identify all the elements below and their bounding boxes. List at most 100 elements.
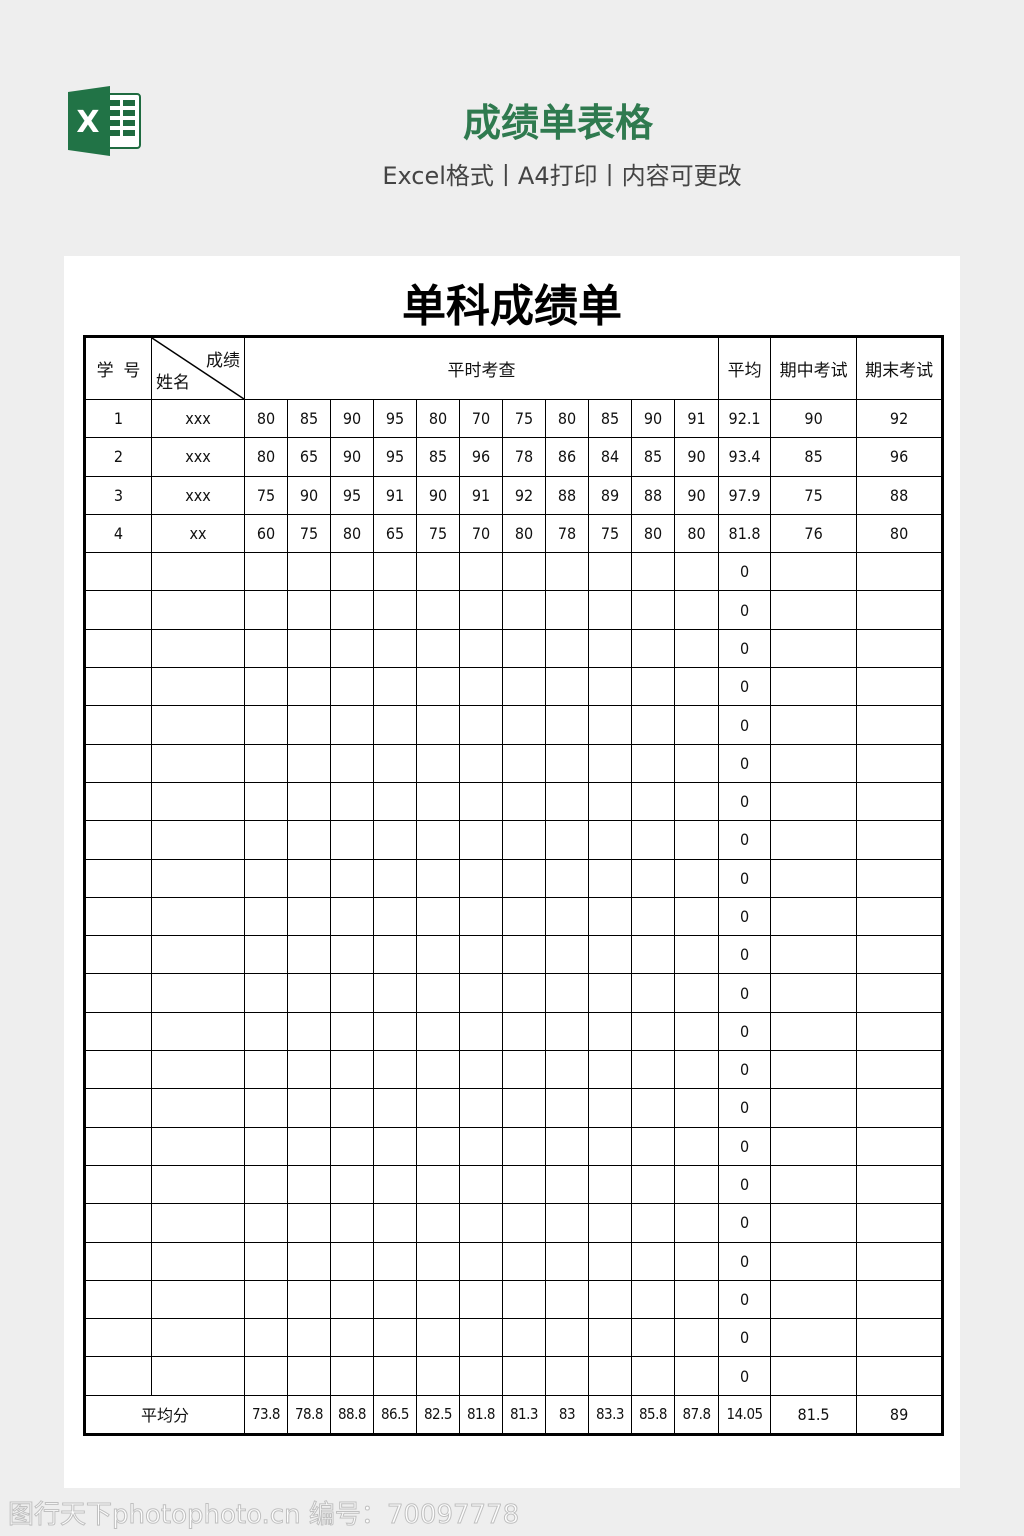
cell-empty[interactable] (416, 743, 460, 783)
cell-empty[interactable] (631, 590, 675, 630)
cell-empty[interactable] (459, 1126, 503, 1166)
cell-empty[interactable] (502, 1088, 546, 1128)
cell-score[interactable]: 88 (631, 475, 675, 515)
cell-empty[interactable] (373, 1088, 417, 1128)
cell-empty[interactable] (84, 1203, 152, 1243)
cell-empty[interactable] (416, 667, 460, 707)
cell-empty[interactable] (588, 1241, 632, 1281)
cell-empty[interactable] (84, 858, 152, 898)
cell-empty[interactable] (631, 858, 675, 898)
cell-midterm[interactable]: 76 (770, 513, 858, 554)
cell-empty[interactable] (770, 1088, 858, 1128)
cell-empty[interactable] (545, 820, 589, 860)
cell-empty[interactable] (631, 743, 675, 783)
cell-empty[interactable] (502, 1241, 546, 1281)
cell-empty[interactable] (416, 1356, 460, 1396)
cell-empty[interactable] (416, 1164, 460, 1205)
cell-empty[interactable] (84, 935, 152, 975)
footer-score[interactable]: 81.3 (502, 1394, 546, 1436)
cell-empty[interactable] (244, 705, 288, 745)
cell-empty[interactable] (588, 1088, 632, 1128)
cell-empty[interactable] (856, 1356, 944, 1396)
cell-empty[interactable] (287, 896, 331, 937)
cell-empty[interactable] (545, 590, 589, 630)
cell-empty[interactable] (673, 743, 720, 783)
cell-empty[interactable] (151, 781, 245, 822)
cell-empty[interactable] (330, 705, 374, 745)
cell-empty[interactable] (502, 858, 546, 898)
cell-empty[interactable] (673, 935, 720, 975)
cell-empty[interactable] (330, 552, 374, 592)
cell-empty[interactable] (244, 935, 288, 975)
cell-empty[interactable] (856, 1126, 944, 1166)
cell-empty[interactable] (151, 858, 245, 898)
cell-empty[interactable] (459, 1356, 503, 1396)
cell-score[interactable]: 85 (416, 437, 460, 477)
cell-empty[interactable] (459, 1011, 503, 1052)
cell-empty[interactable] (631, 896, 675, 937)
cell-empty[interactable] (416, 1011, 460, 1052)
cell-empty[interactable] (151, 552, 245, 592)
cell-empty[interactable] (770, 820, 858, 860)
cell-final[interactable]: 80 (856, 513, 944, 554)
cell-empty[interactable] (588, 858, 632, 898)
cell-empty[interactable] (244, 1050, 288, 1090)
cell-score[interactable]: 90 (673, 475, 720, 515)
cell-empty[interactable] (673, 1241, 720, 1281)
cell-empty[interactable] (287, 1164, 331, 1205)
cell-avg[interactable]: 0 (718, 552, 772, 592)
cell-empty[interactable] (373, 973, 417, 1013)
cell-empty[interactable] (631, 781, 675, 822)
cell-midterm[interactable]: 75 (770, 475, 858, 515)
cell-empty[interactable] (502, 1164, 546, 1205)
cell-score[interactable]: 86 (545, 437, 589, 477)
cell-avg[interactable]: 0 (718, 590, 772, 630)
cell-empty[interactable] (330, 896, 374, 937)
cell-score[interactable]: 90 (330, 437, 374, 477)
cell-empty[interactable] (459, 781, 503, 822)
cell-empty[interactable] (373, 1164, 417, 1205)
cell-empty[interactable] (770, 1318, 858, 1358)
cell-empty[interactable] (545, 1318, 589, 1358)
cell-empty[interactable] (459, 1279, 503, 1320)
cell-empty[interactable] (373, 820, 417, 860)
cell-empty[interactable] (770, 705, 858, 745)
cell-empty[interactable] (770, 1126, 858, 1166)
cell-empty[interactable] (151, 896, 245, 937)
cell-empty[interactable] (459, 1088, 503, 1128)
cell-empty[interactable] (545, 1126, 589, 1166)
cell-empty[interactable] (673, 1050, 720, 1090)
cell-empty[interactable] (545, 552, 589, 592)
cell-empty[interactable] (631, 552, 675, 592)
footer-score[interactable]: 83.3 (588, 1394, 632, 1436)
cell-empty[interactable] (673, 1203, 720, 1243)
cell-score[interactable]: 95 (330, 475, 374, 515)
cell-empty[interactable] (330, 935, 374, 975)
cell-empty[interactable] (287, 1050, 331, 1090)
cell-empty[interactable] (588, 820, 632, 860)
cell-empty[interactable] (588, 1318, 632, 1358)
cell-empty[interactable] (770, 1241, 858, 1281)
cell-empty[interactable] (856, 935, 944, 975)
cell-empty[interactable] (673, 667, 720, 707)
cell-empty[interactable] (856, 1241, 944, 1281)
cell-empty[interactable] (151, 590, 245, 630)
cell-empty[interactable] (673, 896, 720, 937)
cell-empty[interactable] (588, 552, 632, 592)
cell-empty[interactable] (502, 973, 546, 1013)
cell-empty[interactable] (770, 590, 858, 630)
cell-empty[interactable] (244, 1279, 288, 1320)
cell-empty[interactable] (84, 1279, 152, 1320)
cell-empty[interactable] (588, 590, 632, 630)
cell-empty[interactable] (545, 1088, 589, 1128)
cell-empty[interactable] (631, 1011, 675, 1052)
cell-empty[interactable] (287, 1088, 331, 1128)
cell-empty[interactable] (770, 628, 858, 669)
cell-empty[interactable] (502, 628, 546, 669)
cell-empty[interactable] (545, 1011, 589, 1052)
footer-score[interactable]: 83 (545, 1394, 589, 1436)
cell-score[interactable]: 75 (416, 513, 460, 554)
cell-empty[interactable] (459, 705, 503, 745)
cell-empty[interactable] (545, 935, 589, 975)
cell-empty[interactable] (287, 1279, 331, 1320)
